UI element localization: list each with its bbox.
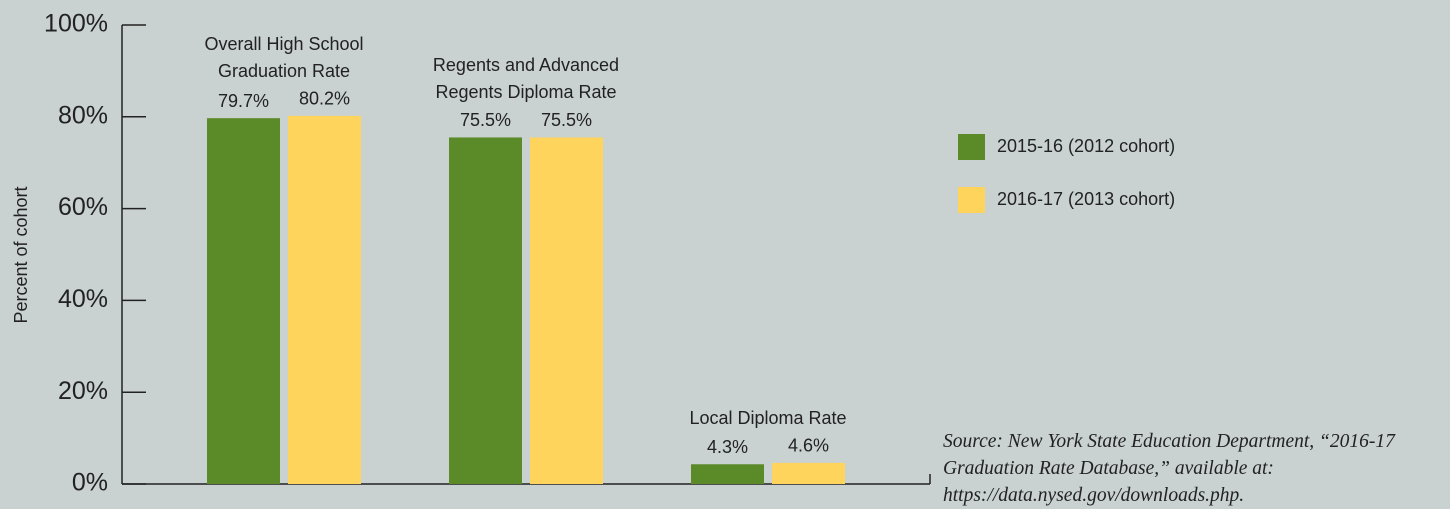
value-label: 4.3% [707, 437, 748, 457]
value-label: 79.7% [218, 91, 269, 111]
y-tick-label: 40% [58, 285, 108, 313]
bar [207, 118, 280, 484]
value-label: 80.2% [299, 89, 350, 109]
bar [530, 137, 603, 484]
bar [288, 115, 361, 484]
value-label: 75.5% [541, 110, 592, 130]
y-tick-label: 100% [44, 10, 108, 38]
legend-swatch [958, 187, 985, 213]
value-label: 4.6% [788, 436, 829, 456]
y-tick-label: 80% [58, 101, 108, 129]
y-tick-label: 20% [58, 377, 108, 405]
category-label: Local Diploma Rate [689, 407, 847, 428]
category-label: Overall High School Graduation Rate [204, 33, 364, 81]
y-tick-label: 0% [72, 469, 108, 497]
value-label: 75.5% [460, 110, 511, 130]
bar [691, 464, 764, 484]
legend-label: 2016-17 (2013 cohort) [997, 189, 1175, 209]
bar [772, 462, 845, 484]
legend-label: 2015-16 (2012 cohort) [997, 136, 1175, 156]
y-tick-label: 60% [58, 193, 108, 221]
category-label: Regents and Advanced Regents Diploma Rat… [432, 55, 620, 103]
y-axis-label: Percent of cohort [11, 186, 31, 323]
legend-swatch [958, 134, 985, 160]
bar [449, 137, 522, 484]
source-note: Source: New York State Education Departm… [943, 431, 1395, 506]
